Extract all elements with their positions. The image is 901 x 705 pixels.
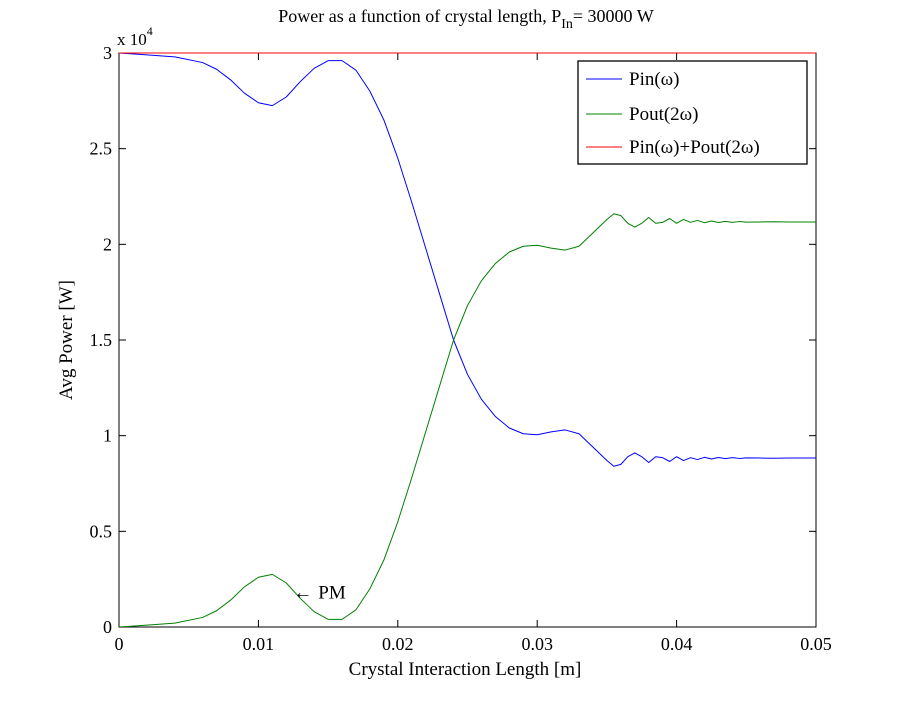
- x-tick-label: 0.05: [800, 634, 832, 654]
- y-tick-label: 0.5: [90, 521, 113, 541]
- legend-label-pin: Pin(ω): [629, 69, 680, 90]
- y-exponent-power: 4: [147, 24, 153, 38]
- legend-box: [577, 60, 808, 165]
- y-tick-label: 1.5: [90, 330, 113, 350]
- y-tick-label: 2.5: [90, 139, 113, 159]
- chart-title: Power as a function of crystal length, P…: [278, 6, 653, 32]
- annotation-arrow: ←: [293, 583, 312, 604]
- y-tick-label: 1: [103, 426, 112, 446]
- annotation-text: PM: [318, 583, 346, 604]
- x-tick-label: 0.04: [661, 634, 693, 654]
- y-axis-label: Avg Power [W]: [56, 280, 77, 400]
- y-tick-label: 2: [103, 234, 112, 254]
- chart-title-suffix: = 30000 W: [573, 6, 654, 26]
- x-tick-label: 0.01: [243, 634, 275, 654]
- legend-label-pout: Pout(2ω): [629, 104, 699, 125]
- y-exponent-label: x 104: [117, 24, 153, 49]
- legend-label-sum: Pin(ω)+Pout(2ω): [629, 137, 760, 158]
- y-tick-label: 0: [103, 617, 112, 637]
- chart-title-prefix: Power as a function of crystal length, P: [278, 6, 561, 26]
- legend: Pin(ω) Pout(2ω) Pin(ω)+Pout(2ω): [577, 60, 808, 165]
- chart-title-subscript: In: [561, 17, 573, 32]
- x-axis-label: Crystal Interaction Length [m]: [349, 659, 582, 680]
- x-tick-labels: 0 0.01 0.02 0.03 0.04 0.05: [115, 634, 832, 654]
- series-lines: [119, 52, 816, 627]
- x-tick-label: 0: [115, 634, 124, 654]
- y-tick-label: 3: [103, 43, 112, 63]
- pm-annotation: ← PM: [293, 583, 346, 604]
- x-tick-label: 0.03: [521, 634, 553, 654]
- series-line-pin: [119, 52, 816, 467]
- series-line-pout: [119, 213, 816, 627]
- y-tick-labels: 0 0.5 1 1.5 2 2.5 3: [90, 43, 113, 637]
- x-tick-label: 0.02: [382, 634, 414, 654]
